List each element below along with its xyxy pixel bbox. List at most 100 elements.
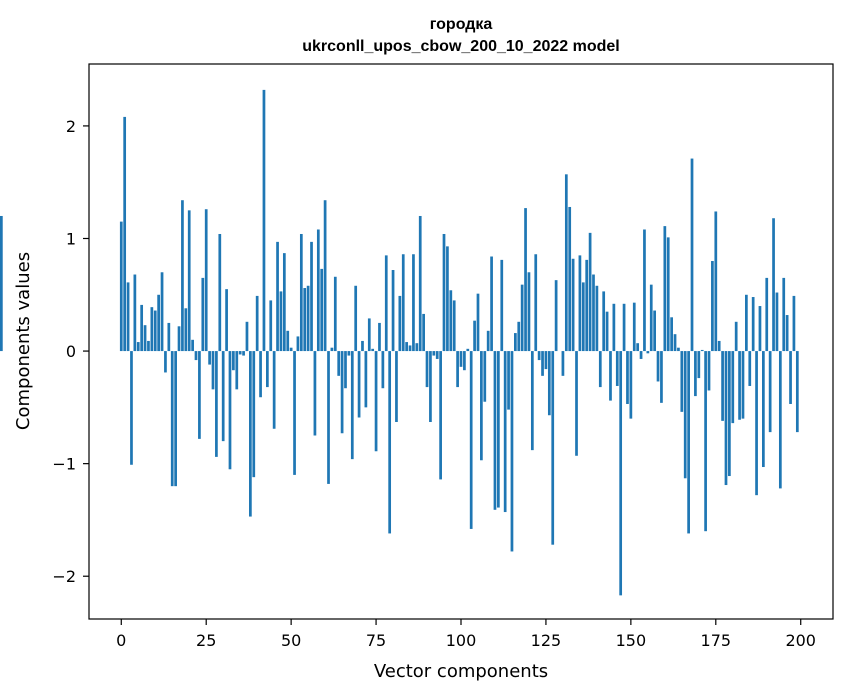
- bar-141: [598, 351, 602, 388]
- y-axis-label: Components values: [13, 252, 34, 430]
- bar-12: [160, 272, 164, 352]
- bar-5: [136, 342, 140, 352]
- bar-49: [286, 330, 290, 352]
- bar-95: [442, 233, 446, 352]
- bar-29: [218, 233, 222, 352]
- bar-136: [581, 282, 585, 352]
- bar-102: [466, 348, 470, 352]
- bar-51: [293, 351, 296, 475]
- bar-82: [398, 295, 402, 352]
- bar-2: [126, 282, 130, 352]
- bar-164: [677, 347, 680, 352]
- bar-195: [782, 277, 786, 352]
- bar-122: [534, 254, 538, 352]
- bar-147: [619, 351, 623, 596]
- bar-173: [707, 351, 711, 391]
- bar-137: [585, 259, 589, 352]
- bar-168: [690, 158, 694, 352]
- bar-101: [463, 351, 466, 371]
- bar-37: [245, 321, 249, 352]
- bar-167: [687, 351, 690, 534]
- bar-38: [249, 351, 252, 517]
- bar-174: [711, 261, 714, 352]
- bar-103: [469, 351, 473, 529]
- bar-87: [415, 343, 419, 352]
- bar-128: [554, 280, 558, 352]
- bar-60: [323, 200, 327, 352]
- bar-169: [694, 351, 697, 397]
- bar-134: [575, 351, 578, 456]
- bar-187: [755, 351, 758, 496]
- x-axis-label: Vector components: [374, 661, 548, 682]
- bar-69: [354, 285, 358, 352]
- bar-130: [561, 351, 565, 376]
- bar-163: [673, 334, 677, 352]
- bar-11: [157, 294, 160, 352]
- bar-119: [524, 208, 527, 352]
- bar-26: [208, 351, 211, 365]
- x-tick-label-25: 25: [196, 631, 216, 650]
- chart-title: городка: [430, 16, 493, 33]
- bar-6: [140, 304, 144, 352]
- y-tick-label-0: 0: [66, 342, 76, 361]
- bar-108: [486, 330, 490, 352]
- bar-73: [367, 318, 371, 352]
- bar-171: [700, 349, 704, 352]
- bar-undefined: [0, 215, 3, 352]
- bar-40: [255, 295, 259, 352]
- bar-180: [731, 351, 735, 424]
- bar-159: [660, 351, 663, 403]
- bar-64: [337, 351, 341, 376]
- bar-20: [187, 210, 191, 352]
- bar-189: [762, 351, 765, 468]
- bar-192: [772, 218, 775, 352]
- bar-109: [490, 256, 493, 352]
- bar-55: [306, 285, 310, 352]
- bar-153: [639, 351, 643, 359]
- x-tick-label-75: 75: [366, 631, 386, 650]
- bar-114: [507, 351, 510, 410]
- bar-143: [605, 311, 609, 352]
- bar-181: [734, 321, 738, 352]
- bar-145: [612, 303, 616, 352]
- bar-57: [313, 351, 317, 436]
- bar-63: [333, 276, 337, 352]
- bar-18: [181, 200, 184, 352]
- bar-100: [459, 351, 463, 367]
- bar-146: [615, 351, 619, 386]
- bar-110: [493, 351, 497, 510]
- bar-56: [310, 241, 313, 352]
- bar-89: [422, 313, 425, 352]
- bar-158: [656, 351, 660, 382]
- bar-1: [123, 116, 127, 352]
- bar-43: [266, 351, 269, 388]
- y-tick-label--2: −2: [52, 567, 76, 586]
- bar-42: [262, 89, 266, 352]
- bar-74: [371, 348, 375, 352]
- bar-7: [143, 325, 147, 352]
- bar-91: [429, 351, 432, 422]
- bar-97: [449, 290, 453, 352]
- y-tick-label--1: −1: [52, 455, 76, 474]
- bar-32: [228, 351, 232, 470]
- bar-46: [276, 241, 279, 352]
- bar-10: [153, 310, 157, 352]
- bar-8: [147, 340, 150, 352]
- bar-79: [388, 351, 392, 534]
- bar-133: [571, 258, 575, 352]
- bar-123: [537, 351, 541, 361]
- y-tick-label-1: 1: [66, 229, 76, 248]
- bar-4: [133, 274, 137, 352]
- x-tick-label-125: 125: [531, 631, 562, 650]
- y-tick-label-2: 2: [66, 117, 76, 136]
- bar-197: [789, 351, 792, 404]
- bar-112: [500, 259, 504, 352]
- bar-66: [344, 351, 347, 389]
- bar-39: [252, 351, 256, 478]
- bar-96: [446, 246, 449, 352]
- bar-188: [758, 306, 762, 352]
- bar-160: [663, 226, 667, 352]
- bar-140: [595, 285, 599, 352]
- bar-19: [184, 308, 188, 352]
